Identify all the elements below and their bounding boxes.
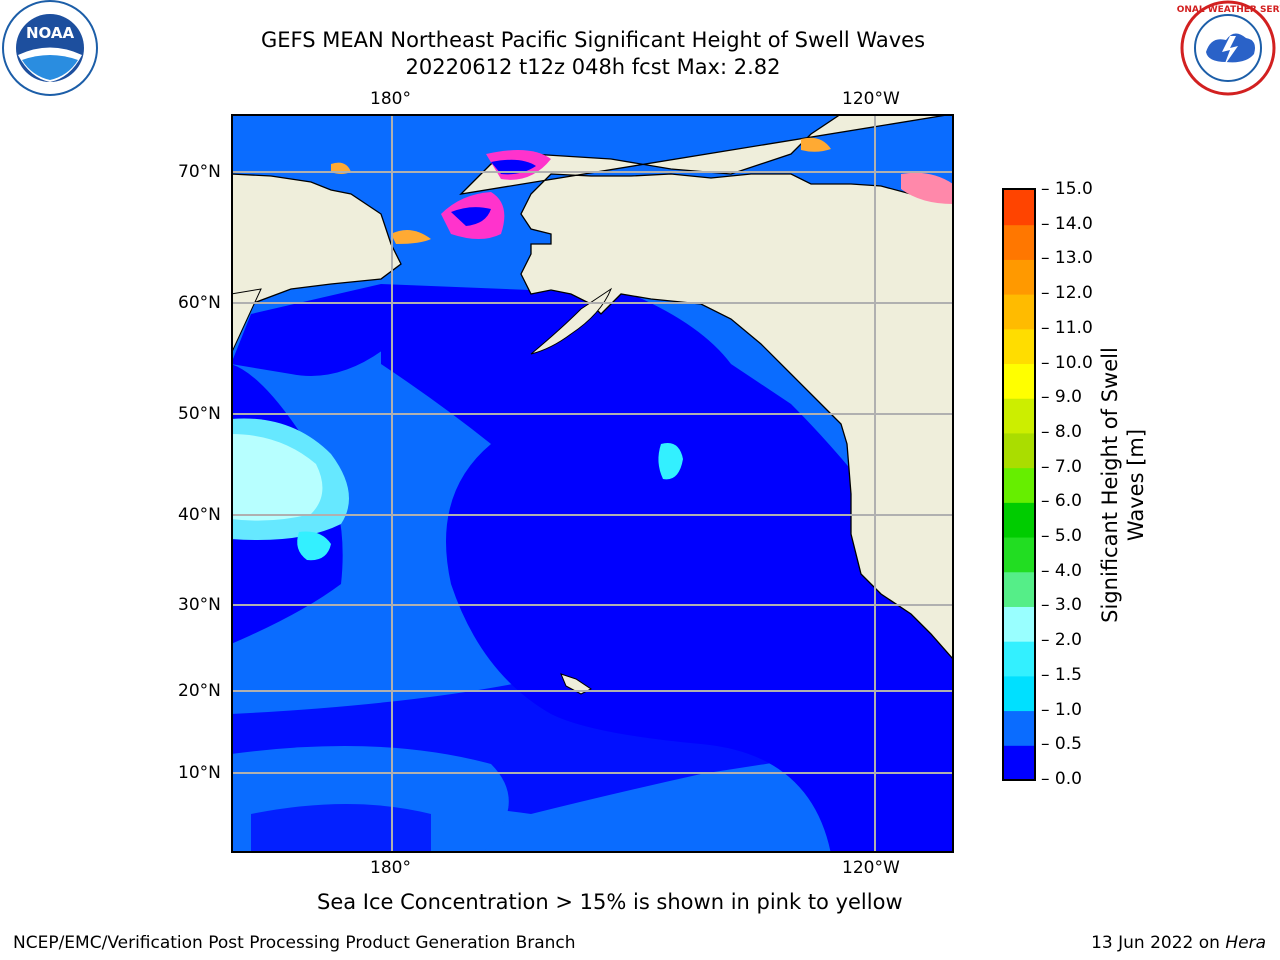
nws-logo: NATIONAL WEATHER SERVICE: [1176, 0, 1280, 96]
footer-date-text: 13 Jun 2022 on: [1091, 933, 1226, 953]
colorbar-segment: [1003, 710, 1035, 746]
lat-label-20n: 20°N: [178, 681, 221, 701]
colorbar-segment: [1003, 745, 1035, 781]
colorbar-segment: [1003, 190, 1035, 226]
noaa-logo-text: NOAA: [26, 24, 75, 42]
colorbar-tick-label: – 11.0: [1041, 317, 1093, 338]
footer-host: Hera: [1225, 933, 1266, 953]
colorbar-tick-label: – 3.0: [1041, 595, 1082, 616]
map-title-line1: GEFS MEAN Northeast Pacific Significant …: [260, 28, 926, 52]
colorbar-segment: [1003, 259, 1035, 295]
colorbar-tick-label: – 12.0: [1041, 283, 1093, 304]
colorbar-segment: [1003, 606, 1035, 642]
colorbar-segment: [1003, 571, 1035, 607]
land-asia: [231, 173, 402, 315]
nws-logo-text: NATIONAL WEATHER SERVICE: [1176, 5, 1280, 15]
footer-date: 13 Jun 2022 on Hera: [1091, 933, 1266, 953]
swell-height-map: [231, 114, 954, 853]
colorbar: [1002, 188, 1036, 781]
colorbar-segment: [1003, 224, 1035, 260]
land-north-america: [459, 114, 953, 660]
colorbar-segment: [1003, 294, 1035, 330]
lat-label-30n: 30°N: [178, 595, 221, 615]
map-frame: [231, 114, 954, 853]
colorbar-segment: [1003, 363, 1035, 399]
lat-label-40n: 40°N: [178, 505, 221, 525]
footer-org: NCEP/EMC/Verification Post Processing Pr…: [13, 933, 576, 953]
colorbar-segment: [1003, 398, 1035, 434]
lon-label-bottom-120w: 120°W: [842, 858, 900, 878]
colorbar-tick-label: – 0.5: [1041, 734, 1082, 755]
colorbar-label-line1: Significant Height of Swell: [1098, 347, 1122, 623]
colorbar-tick-label: – 8.0: [1041, 421, 1082, 442]
lon-label-top-180: 180°: [370, 89, 411, 109]
lon-label-bottom-180: 180°: [370, 858, 411, 878]
colorbar-tick-label: – 1.5: [1041, 664, 1082, 685]
noaa-logo: NOAA: [2, 0, 98, 96]
lat-label-70n: 70°N: [178, 162, 221, 182]
colorbar-tick-label: – 0.0: [1041, 769, 1082, 789]
lat-label-10n: 10°N: [178, 763, 221, 783]
colorbar-tick-label: – 2.0: [1041, 630, 1082, 651]
colorbar-segment: [1003, 641, 1035, 677]
colorbar-segment: [1003, 467, 1035, 503]
colorbar-segment: [1003, 537, 1035, 573]
colorbar-segment: [1003, 432, 1035, 469]
colorbar-tick-label: – 4.0: [1041, 560, 1082, 581]
lat-label-60n: 60°N: [178, 293, 221, 313]
colorbar-tick-label: – 10.0: [1041, 352, 1093, 373]
colorbar-tick-label: – 7.0: [1041, 456, 1082, 477]
colorbar-segment: [1003, 675, 1035, 712]
sea-ice-note: Sea Ice Concentration > 15% is shown in …: [317, 890, 903, 914]
colorbar-tick-label: – 13.0: [1041, 248, 1093, 269]
lon-label-top-120w: 120°W: [842, 89, 900, 109]
map-title-line2: 20220612 t12z 048h fcst Max: 2.82: [405, 55, 781, 79]
lat-label-50n: 50°N: [178, 404, 221, 424]
colorbar-segment: [1003, 502, 1035, 538]
colorbar-tick-label: – 14.0: [1041, 213, 1093, 234]
colorbar-tick-label: – 1.0: [1041, 699, 1082, 720]
colorbar-tick-label: – 15.0: [1041, 179, 1093, 199]
colorbar-tick-label: – 5.0: [1041, 526, 1082, 547]
colorbar-segment: [1003, 328, 1035, 365]
colorbar-tick-label: – 6.0: [1041, 491, 1082, 512]
graticule: [231, 114, 953, 852]
colorbar-label-line2: Waves [m]: [1124, 428, 1148, 542]
colorbar-tick-label: – 9.0: [1041, 387, 1082, 408]
